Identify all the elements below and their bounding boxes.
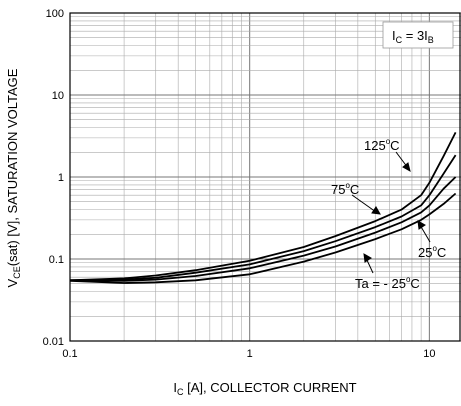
pointer-25c bbox=[419, 224, 431, 243]
series-line-2 bbox=[69, 176, 457, 282]
y-axis-title-prefix: V bbox=[5, 278, 20, 287]
y-tick-label: 10 bbox=[52, 90, 64, 102]
y-tick-label: 1 bbox=[58, 172, 64, 184]
series-label-75c: 75oC bbox=[331, 181, 359, 197]
x-axis-title-sub: C bbox=[177, 387, 184, 397]
y-axis-title: VCE(sat) [V], SATURATION VOLTAGE bbox=[5, 68, 22, 287]
x-tick-label: 0.1 bbox=[62, 348, 77, 360]
series-label-75c-main: 75 bbox=[331, 182, 345, 197]
pointer-125c-head bbox=[402, 162, 411, 173]
x-axis-title-rest: [A], COLLECTOR CURRENT bbox=[184, 380, 357, 395]
series-line-0 bbox=[69, 131, 457, 282]
series-label-m25c-unit: C bbox=[410, 276, 419, 291]
x-tick-label: 10 bbox=[423, 348, 435, 360]
series-line-1 bbox=[69, 154, 457, 282]
series-line-3 bbox=[69, 192, 457, 284]
series-label-125c-unit: C bbox=[390, 138, 399, 153]
series-label-25c-deg: o bbox=[432, 244, 437, 253]
condition-legend: IC = 3IB bbox=[382, 21, 454, 49]
condition-equals: = 3I bbox=[402, 28, 428, 43]
series-label-25c: 25oC bbox=[418, 244, 446, 260]
series-label-m25c-main: Ta = - 25 bbox=[355, 276, 406, 291]
pointer-25c-head bbox=[417, 220, 426, 230]
pointer-75c-head bbox=[371, 206, 381, 215]
y-tick-label: 100 bbox=[46, 8, 64, 20]
series-label-75c-unit: C bbox=[350, 182, 359, 197]
x-axis-title: IC [A], COLLECTOR CURRENT bbox=[173, 380, 356, 397]
condition-legend-box bbox=[382, 21, 454, 49]
series-label-125c: 125oC bbox=[364, 137, 400, 153]
pointer-75c bbox=[351, 194, 377, 213]
series-label-75c-deg: o bbox=[345, 181, 350, 190]
x-tick-label: 1 bbox=[247, 348, 253, 360]
series-label-25c-unit: C bbox=[437, 245, 446, 260]
plot-frame bbox=[69, 12, 461, 342]
y-axis-title-rest: (sat) [V], SATURATION VOLTAGE bbox=[5, 68, 20, 266]
series-label-125c-main: 125 bbox=[364, 138, 386, 153]
pointer-m25c-head bbox=[363, 253, 372, 263]
condition-legend-text: IC = 3IB bbox=[392, 28, 434, 45]
y-tick-label: 0.1 bbox=[49, 254, 64, 266]
condition-ic-symbol: I bbox=[392, 28, 396, 43]
series-layer bbox=[69, 131, 457, 284]
y-tick-label: 0.01 bbox=[43, 336, 64, 348]
series-label-25c-main: 25 bbox=[418, 245, 432, 260]
series-label-125c-deg: o bbox=[386, 137, 391, 146]
x-axis-title-prefix: I bbox=[173, 380, 177, 395]
grid-layer bbox=[69, 12, 461, 342]
condition-ic-sub: C bbox=[396, 35, 403, 45]
series-labels: 125oC 75oC 25oC Ta = - 25oC bbox=[331, 137, 446, 291]
y-axis-title-sub: CE bbox=[12, 266, 22, 279]
label-pointers bbox=[351, 151, 431, 274]
condition-ib-sub: B bbox=[428, 35, 434, 45]
series-label-m25c-deg: o bbox=[406, 275, 411, 284]
series-label-m25c: Ta = - 25oC bbox=[355, 275, 420, 291]
